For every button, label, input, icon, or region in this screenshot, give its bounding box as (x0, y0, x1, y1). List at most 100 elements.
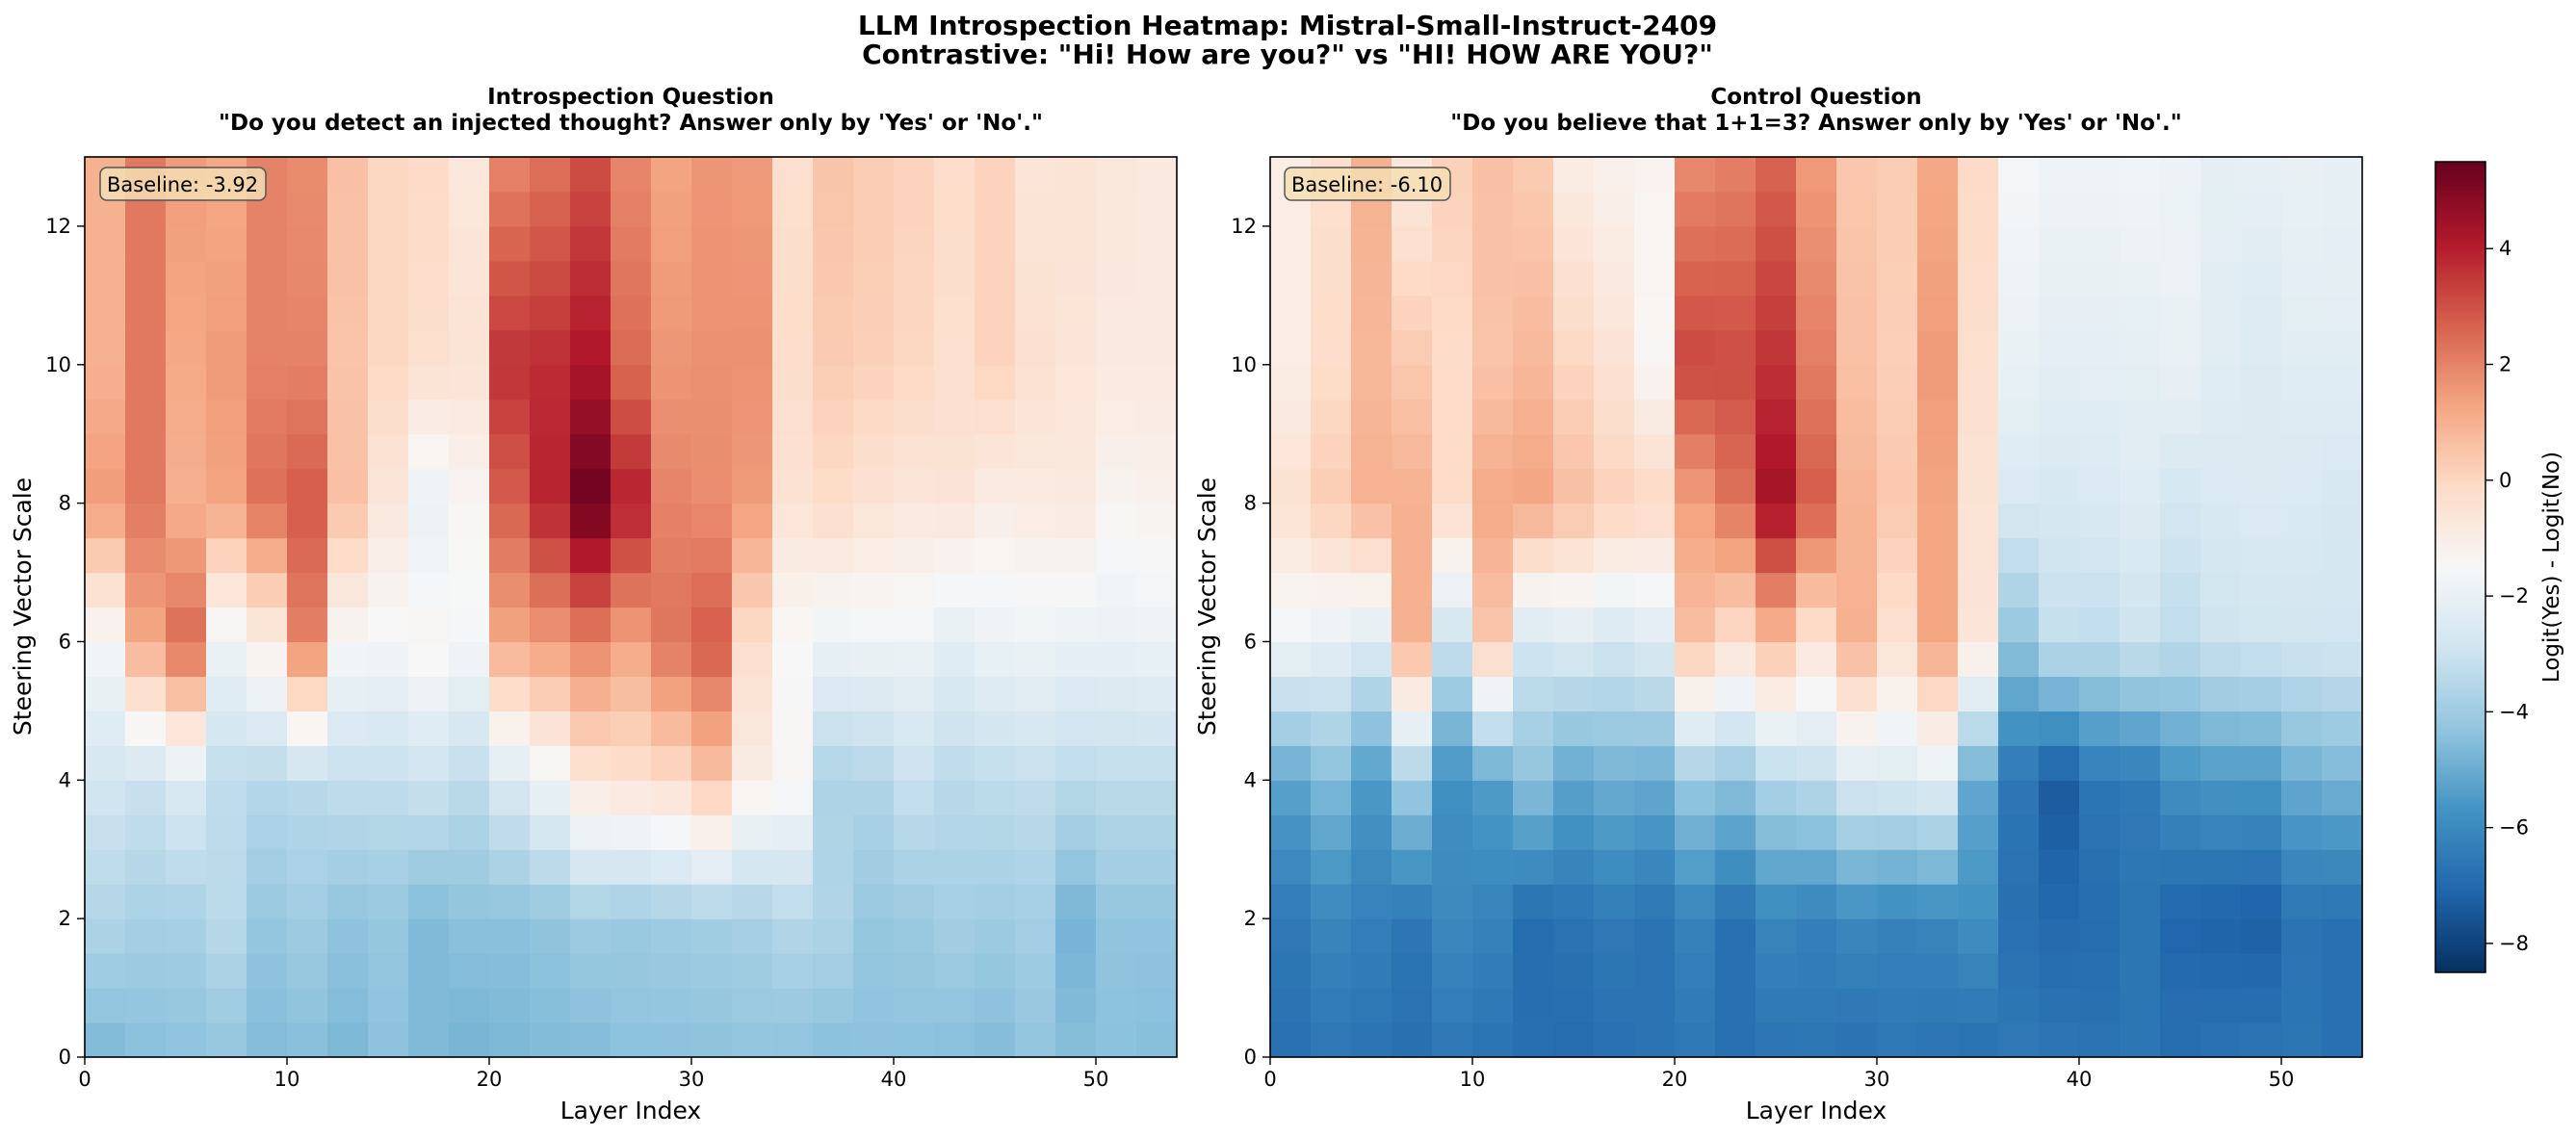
control-heatmap-cell (1553, 641, 1595, 678)
introspection-heatmap-cell (1055, 918, 1097, 954)
control-heatmap-cell (1836, 191, 1878, 227)
introspection-heatmap-cell (85, 433, 126, 470)
introspection-heatmap-cell (651, 364, 692, 401)
introspection-heatmap-cell (287, 225, 328, 262)
introspection-heatmap-cell (408, 849, 450, 885)
control-heatmap-cell (2200, 849, 2242, 885)
introspection-heatmap-cell (894, 260, 935, 297)
control-heatmap-cell (1756, 676, 1797, 711)
introspection-heatmap-cell (1096, 1022, 1137, 1058)
control-heatmap-cell (1877, 780, 1918, 815)
introspection-heatmap-cell (287, 468, 328, 504)
control-heatmap-cell (1351, 503, 1392, 539)
control-heatmap-cell (1432, 641, 1473, 678)
introspection-heatmap-cell (489, 191, 531, 227)
control-heatmap-cell (1270, 607, 1312, 643)
control-heatmap-cell (1432, 503, 1473, 539)
introspection-heatmap-cell (813, 918, 854, 954)
control-heatmap-cell (1432, 260, 1473, 297)
control-heatmap-cell (1715, 433, 1756, 470)
control-heatmap-cell (2281, 780, 2323, 815)
control-heatmap-cell (1432, 711, 1473, 746)
control-heatmap-cell (2322, 225, 2363, 262)
introspection-heatmap-cell (813, 641, 854, 678)
control-heatmap-cell (1432, 225, 1473, 262)
introspection-heatmap-cell (934, 988, 976, 1023)
introspection-heatmap-cell (1136, 918, 1178, 954)
introspection-heatmap-cell (287, 1022, 328, 1058)
introspection-heatmap-cell (125, 814, 167, 850)
introspection-heatmap-cell (247, 884, 288, 919)
introspection-heatmap-cell (327, 295, 369, 331)
introspection-heatmap-cell (570, 329, 611, 366)
introspection-heatmap-cell (691, 745, 733, 781)
introspection-heatmap-cell (853, 295, 895, 331)
control-heatmap-cell (2120, 329, 2161, 366)
introspection-heatmap-cell (934, 399, 976, 435)
introspection-heatmap-cell (772, 849, 814, 885)
introspection-heatmap-cell (85, 468, 126, 504)
control-heatmap-cell (1513, 780, 1554, 815)
control-heatmap-cell (1998, 849, 2040, 885)
introspection-heatmap-cell (611, 641, 652, 678)
introspection-heatmap-cell (570, 641, 611, 678)
introspection-heatmap-cell (651, 537, 692, 574)
control-heatmap-cell (2322, 295, 2363, 331)
introspection-heatmap-cell (1055, 1022, 1097, 1058)
introspection-heatmap-cell (125, 780, 167, 815)
control-heatmap-cell (1513, 157, 1554, 193)
control-heatmap-cell (2200, 953, 2242, 989)
introspection-heatmap-cell (975, 780, 1016, 815)
introspection-heatmap-cell (934, 676, 976, 711)
control-x-tick-label: 10 (1460, 1068, 1486, 1091)
introspection-heatmap-cell (651, 814, 692, 850)
control-heatmap-cell (2039, 399, 2080, 435)
control-heatmap-cell (1513, 191, 1554, 227)
introspection-heatmap-cell (1136, 953, 1178, 989)
control-heatmap-cell (1836, 572, 1878, 608)
introspection-heatmap-cell (894, 468, 935, 504)
introspection-heatmap-cell (206, 676, 247, 711)
control-heatmap-cell (1756, 745, 1797, 781)
introspection-heatmap-cell (934, 468, 976, 504)
introspection-heatmap-cell (327, 780, 369, 815)
colorbar-tick-label: −2 (2499, 584, 2529, 607)
control-heatmap-cell (1270, 711, 1312, 746)
introspection-heatmap-cell (166, 537, 207, 574)
control-heatmap-cell (1432, 364, 1473, 401)
control-heatmap-cell (2200, 711, 2242, 746)
control-heatmap-cell (1392, 433, 1433, 470)
control-heatmap-cell (2039, 537, 2080, 574)
control-heatmap-cell (1877, 745, 1918, 781)
control-heatmap-cell (1796, 295, 1837, 331)
introspection-plot-frame (84, 156, 1178, 1058)
introspection-heatmap-cell (934, 364, 976, 401)
control-heatmap-cell (1472, 157, 1514, 193)
introspection-heatmap-cell (691, 884, 733, 919)
introspection-heatmap-cell (732, 157, 773, 193)
introspection-heatmap-cell (1015, 537, 1056, 574)
introspection-heatmap-cell (1055, 641, 1097, 678)
control-heatmap-cell (1634, 780, 1676, 815)
introspection-heatmap-cell (1015, 225, 1056, 262)
control-heatmap-cell (2160, 329, 2201, 366)
introspection-heatmap-cell (125, 849, 167, 885)
control-heatmap-cell (1472, 953, 1514, 989)
control-heatmap-cell (1594, 433, 1635, 470)
introspection-heatmap-cell (934, 953, 976, 989)
introspection-heatmap-cell (772, 329, 814, 366)
introspection-heatmap-cell (125, 225, 167, 262)
introspection-heatmap-cell (1096, 399, 1137, 435)
control-heatmap-cell (2281, 329, 2323, 366)
introspection-heatmap-cell (772, 918, 814, 954)
introspection-heatmap-cell (1015, 711, 1056, 746)
control-heatmap-cell (2281, 814, 2323, 850)
control-heatmap-cell (1270, 953, 1312, 989)
control-heatmap-cell (2120, 503, 2161, 539)
introspection-heatmap-cell (85, 918, 126, 954)
introspection-heatmap-cell (732, 849, 773, 885)
introspection-heatmap-cell (206, 295, 247, 331)
introspection-heatmap-cell (125, 537, 167, 574)
introspection-heatmap-cell (125, 988, 167, 1023)
introspection-heatmap-cell (1136, 503, 1178, 539)
